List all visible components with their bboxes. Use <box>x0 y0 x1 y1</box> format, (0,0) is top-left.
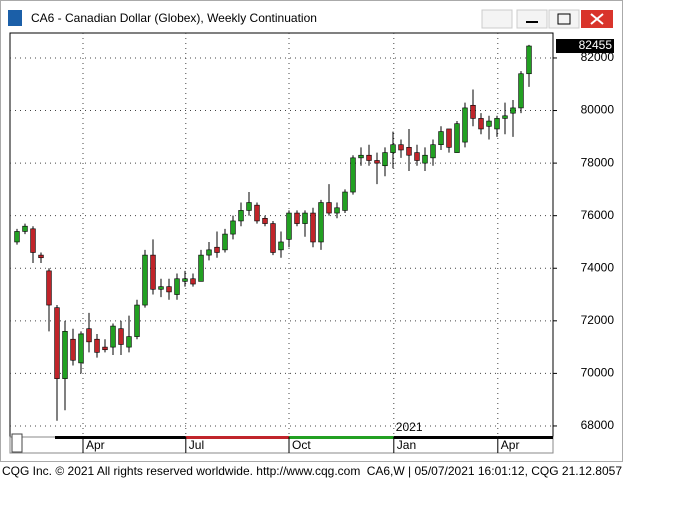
candle-body <box>414 152 420 161</box>
y-tick-label: 80000 <box>581 103 615 117</box>
candle-body <box>350 157 356 193</box>
y-tick-label: 82000 <box>581 50 615 64</box>
time-axis-band <box>393 436 498 439</box>
candle-body <box>22 225 28 232</box>
y-tick-label: 72000 <box>581 313 615 327</box>
app-icon <box>8 10 22 26</box>
candle-body <box>390 144 396 153</box>
candle-body <box>126 336 132 348</box>
scroll-handle[interactable] <box>11 433 23 453</box>
candle-body <box>502 115 508 119</box>
candle-body <box>222 233 228 251</box>
year-label: 2021 <box>396 420 423 434</box>
candle-body <box>510 107 516 114</box>
candle-body <box>318 202 324 243</box>
candle-body <box>238 210 244 222</box>
candle-body <box>286 212 292 240</box>
candle-body <box>294 212 300 224</box>
candle-body <box>334 207 340 214</box>
x-tick-label: Jan <box>397 438 416 452</box>
x-tick-label: Apr <box>501 438 520 452</box>
candle-body <box>494 118 500 130</box>
candle-body <box>38 254 44 259</box>
candle-body <box>78 333 84 364</box>
candle-body <box>86 328 92 343</box>
candle-body <box>302 212 308 224</box>
candle-body <box>166 286 172 293</box>
candle-body <box>358 154 364 159</box>
candle-body <box>70 338 76 361</box>
candle-body <box>398 144 404 151</box>
candle-body <box>342 191 348 211</box>
candle-body <box>270 223 276 253</box>
time-axis-band <box>185 436 289 439</box>
candle-body <box>326 202 332 214</box>
candle-body <box>478 118 484 130</box>
footer-right: CA6,W | 05/07/2021 16:01:12, CQG 21.12.8… <box>367 464 623 478</box>
candle-body <box>54 307 60 379</box>
chart-title: CA6 - Canadian Dollar (Globex), Weekly C… <box>31 11 317 25</box>
maximize-icon <box>557 13 571 25</box>
x-tick-label: Oct <box>292 438 311 452</box>
footer-left: CQG Inc. © 2021 All rights reserved worl… <box>2 464 360 478</box>
candle-body <box>142 254 148 306</box>
maximize-button[interactable] <box>548 9 580 29</box>
candle-body <box>102 346 108 351</box>
x-tick-label: Apr <box>86 438 105 452</box>
candle-body <box>182 278 188 282</box>
y-tick-label: 78000 <box>581 155 615 169</box>
time-axis-band <box>289 436 394 439</box>
candle-body <box>110 325 116 348</box>
candle-body <box>14 231 20 243</box>
candle-body <box>254 204 260 222</box>
candle-body <box>526 45 532 75</box>
candle-body <box>94 338 100 353</box>
last-price-label: 82455 <box>579 38 613 52</box>
candle-body <box>246 202 252 211</box>
candle-body <box>374 160 380 164</box>
candle-body <box>150 254 156 290</box>
time-axis-band <box>497 436 553 439</box>
link-button[interactable] <box>481 9 513 29</box>
candle-body <box>366 154 372 161</box>
candle-body <box>454 123 460 153</box>
candle-body <box>518 73 524 109</box>
candle-body <box>62 331 68 379</box>
candle-body <box>118 328 124 345</box>
candle-body <box>278 241 284 251</box>
x-tick-label: Jul <box>189 438 204 452</box>
candle-body <box>406 147 412 156</box>
last-price-box <box>556 39 614 54</box>
candle-body <box>206 249 212 256</box>
candle-body <box>134 304 140 337</box>
y-tick-label: 70000 <box>581 366 615 380</box>
candle-body <box>198 254 204 282</box>
y-tick-label: 74000 <box>581 260 615 274</box>
candle-body <box>470 104 476 119</box>
minimize-button[interactable] <box>516 9 548 29</box>
candle-body <box>30 228 36 253</box>
candle-body <box>382 152 388 167</box>
candle-body <box>446 128 452 148</box>
candle-body <box>486 120 492 127</box>
candle-body <box>262 218 268 224</box>
candle-body <box>430 144 436 159</box>
candle-body <box>438 131 444 146</box>
candle-body <box>46 270 52 306</box>
candle-body <box>174 278 180 295</box>
candle-body <box>462 107 468 143</box>
candle-body <box>230 220 236 235</box>
y-tick-label: 68000 <box>581 418 615 432</box>
candle-body <box>214 246 220 253</box>
candle-body <box>190 278 196 285</box>
candle-body <box>422 154 428 164</box>
time-axis-band <box>55 436 186 439</box>
close-icon <box>590 13 604 25</box>
candle-body <box>158 286 164 290</box>
y-tick-label: 76000 <box>581 208 615 222</box>
candle-body <box>310 212 316 243</box>
